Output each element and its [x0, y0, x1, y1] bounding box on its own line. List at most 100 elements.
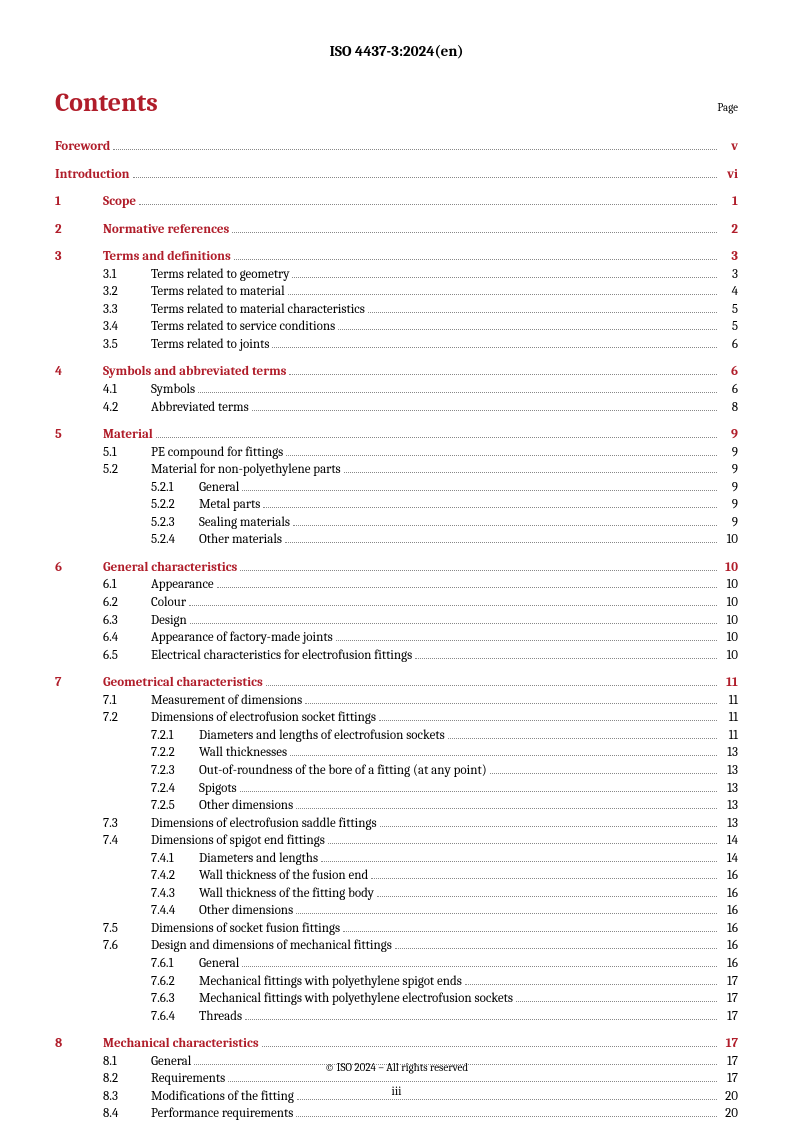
toc-entry[interactable]: 7.4.3Wall thickness of the fitting body1… — [55, 885, 738, 903]
toc-entry-number: 7.4.1 — [151, 850, 199, 868]
toc-entry[interactable]: 1Scope1 — [55, 193, 738, 211]
toc-entry-label: Spigots — [199, 780, 237, 798]
toc-entry-number: 3 — [55, 248, 103, 266]
toc-entry[interactable]: 6.2Colour10 — [55, 594, 738, 612]
toc-entry[interactable]: 4.2Abbreviated terms8 — [55, 399, 738, 417]
toc-leader — [490, 773, 717, 774]
toc-entry-label: Dimensions of electrofusion saddle fitti… — [151, 815, 377, 833]
page-column-label: Page — [717, 101, 738, 114]
toc-entry[interactable]: 7.4.1Diameters and lengths14 — [55, 850, 738, 868]
toc-entry-label: Wall thickness of the fusion end — [199, 867, 368, 885]
toc-entry[interactable]: 3.3Terms related to material characteris… — [55, 301, 738, 319]
toc-entry-page: 17 — [720, 1008, 738, 1026]
toc-leader — [217, 587, 717, 588]
toc-entry-label: Out-of-roundness of the bore of a fittin… — [199, 762, 487, 780]
toc-entry[interactable]: 8Mechanical characteristics17 — [55, 1035, 738, 1053]
toc-entry-page: 10 — [720, 559, 738, 577]
toc-leader — [296, 913, 717, 914]
toc-entry-number: 5 — [55, 426, 103, 444]
toc-entry[interactable]: Forewordv — [55, 138, 738, 156]
toc-entry[interactable]: 5.1PE compound for fittings9 — [55, 444, 738, 462]
toc-entry[interactable]: 7.4Dimensions of spigot end fittings14 — [55, 832, 738, 850]
toc-entry[interactable]: 7.2.3Out-of-roundness of the bore of a f… — [55, 762, 738, 780]
toc-entry-number: 7.2.2 — [151, 744, 199, 762]
toc-entry-label: Appearance of factory-made joints — [151, 629, 333, 647]
toc-entry[interactable]: 6.4Appearance of factory-made joints10 — [55, 629, 738, 647]
toc-entry[interactable]: 7.2.1Diameters and lengths of electrofus… — [55, 727, 738, 745]
toc-entry[interactable]: 5.2.3Sealing materials9 — [55, 514, 738, 532]
toc-entry-page: 11 — [720, 674, 738, 692]
toc-leader — [133, 177, 717, 178]
toc-entry-number: 5.2.3 — [151, 514, 199, 532]
toc-entry-label: Measurement of dimensions — [151, 692, 302, 710]
toc-entry[interactable]: 6.3Design10 — [55, 612, 738, 630]
toc-entry[interactable]: 5.2.2Metal parts9 — [55, 496, 738, 514]
toc-entry-page: 3 — [720, 248, 738, 266]
toc-entry[interactable]: 7.4.2Wall thickness of the fusion end16 — [55, 867, 738, 885]
toc-entry[interactable]: 7.2.5Other dimensions13 — [55, 797, 738, 815]
toc-leader — [293, 525, 717, 526]
toc-entry-label: Dimensions of spigot end fittings — [151, 832, 325, 850]
toc-entry-label: Other materials — [199, 531, 282, 549]
toc-entry-page: 16 — [720, 867, 738, 885]
toc-entry[interactable]: 8.4Performance requirements20 — [55, 1105, 738, 1123]
toc-entry-number: 7.6 — [103, 937, 151, 955]
toc-entry-page: 10 — [720, 612, 738, 630]
toc-entry[interactable]: 7.6.1General16 — [55, 955, 738, 973]
toc-entry-page: 13 — [720, 815, 738, 833]
toc-entry[interactable]: 6General characteristics10 — [55, 559, 738, 577]
toc-leader — [338, 329, 717, 330]
toc-entry[interactable]: 7.3Dimensions of electrofusion saddle fi… — [55, 815, 738, 833]
toc-leader — [297, 1099, 717, 1100]
toc-leader — [321, 861, 717, 862]
toc-entry[interactable]: 6.5Electrical characteristics for electr… — [55, 647, 738, 665]
toc-entry[interactable]: 3.1Terms related to geometry3 — [55, 266, 738, 284]
toc-entry-page: 11 — [720, 727, 738, 745]
toc-entry[interactable]: 4.1Symbols6 — [55, 381, 738, 399]
toc-entry[interactable]: 6.1Appearance10 — [55, 576, 738, 594]
toc-entry-number: 2 — [55, 221, 103, 239]
toc-leader — [190, 623, 717, 624]
toc-entry[interactable]: 3.4Terms related to service conditions5 — [55, 318, 738, 336]
toc-entry[interactable]: 5.2.4Other materials10 — [55, 531, 738, 549]
toc-leader — [263, 507, 717, 508]
toc-leader — [288, 294, 717, 295]
toc-entry-label: Sealing materials — [199, 514, 290, 532]
toc-entry[interactable]: 7.2Dimensions of electrofusion socket fi… — [55, 709, 738, 727]
toc-entry-number: 5.2.4 — [151, 531, 199, 549]
toc-entry-page: 5 — [720, 318, 738, 336]
toc-entry-label: Appearance — [151, 576, 214, 594]
toc-entry-page: 16 — [720, 885, 738, 903]
table-of-contents: Forewordv Introductionvi 1Scope1 2Normative… — [55, 138, 738, 1123]
toc-entry[interactable]: 7.2.2Wall thicknesses13 — [55, 744, 738, 762]
toc-entry[interactable]: 7.5Dimensions of socket fusion fittings1… — [55, 920, 738, 938]
toc-leader — [292, 277, 717, 278]
toc-entry[interactable]: 7.6Design and dimensions of mechanical f… — [55, 937, 738, 955]
toc-entry[interactable]: 5.2.1General9 — [55, 479, 738, 497]
toc-entry[interactable]: 2Normative references2 — [55, 221, 738, 239]
toc-entry[interactable]: 7.1Measurement of dimensions11 — [55, 692, 738, 710]
toc-entry[interactable]: 4Symbols and abbreviated terms6 — [55, 363, 738, 381]
toc-entry-number: 7.2 — [103, 709, 151, 727]
toc-entry[interactable]: 7.6.4Threads17 — [55, 1008, 738, 1026]
toc-entry-label: Material for non-polyethylene parts — [151, 461, 341, 479]
toc-entry[interactable]: 7.6.2Mechanical fittings with polyethyle… — [55, 973, 738, 991]
toc-entry[interactable]: 3.2Terms related to material4 — [55, 283, 738, 301]
toc-entry[interactable]: 3.5Terms related to joints6 — [55, 336, 738, 354]
toc-entry-number: 8 — [55, 1035, 103, 1053]
contents-title: Contents — [55, 88, 158, 118]
toc-entry[interactable]: 7.4.4Other dimensions16 — [55, 902, 738, 920]
toc-entry[interactable]: 7.6.3Mechanical fittings with polyethyle… — [55, 990, 738, 1008]
toc-entry-label: Terms related to geometry — [151, 266, 289, 284]
toc-entry-number: 3.2 — [103, 283, 151, 301]
toc-leader — [139, 204, 717, 205]
toc-entry[interactable]: 5.2Material for non-polyethylene parts9 — [55, 461, 738, 479]
toc-entry[interactable]: 5Material9 — [55, 426, 738, 444]
toc-entry-number: 7 — [55, 674, 103, 692]
toc-entry[interactable]: 7.2.4Spigots13 — [55, 780, 738, 798]
toc-entry[interactable]: 7Geometrical characteristics11 — [55, 674, 738, 692]
toc-entry-number: 4.1 — [103, 381, 151, 399]
toc-leader — [266, 685, 717, 686]
toc-entry[interactable]: 3Terms and definitions3 — [55, 248, 738, 266]
toc-entry[interactable]: Introductionvi — [55, 166, 738, 184]
